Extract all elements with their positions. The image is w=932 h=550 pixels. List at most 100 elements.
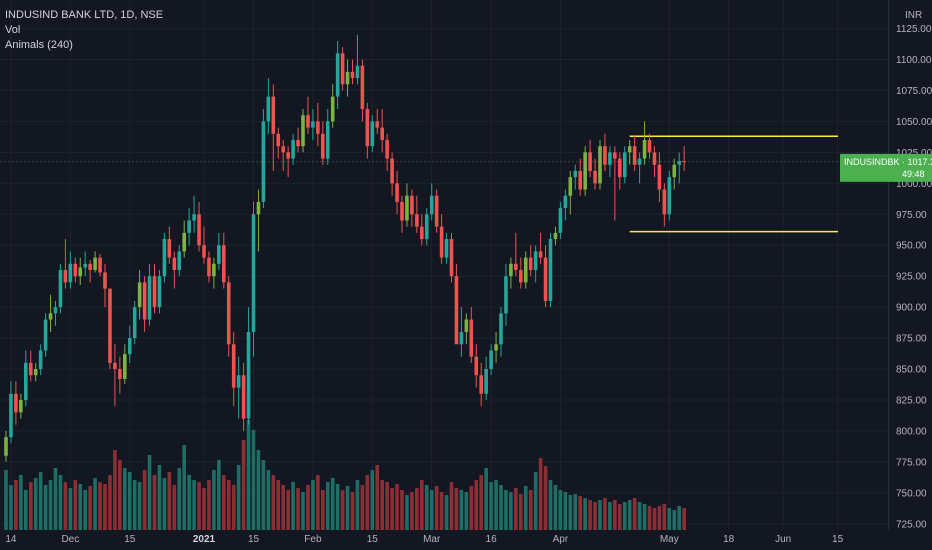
volume-bar [108, 475, 112, 530]
volume-bar [152, 475, 157, 530]
candle-body [459, 331, 464, 345]
price-tick-label: 1000.00 [896, 179, 932, 190]
volume-bars [4, 420, 686, 530]
candle-body [424, 214, 429, 240]
volume-bar [543, 466, 548, 530]
candle-body [469, 319, 474, 357]
symbol-title: INDUSIND BANK LTD, 1D, NSE [5, 9, 164, 21]
candle-body [365, 109, 370, 147]
candle-body [207, 257, 211, 277]
volume-bar [444, 495, 449, 530]
volume-bar [484, 468, 488, 530]
candle-body [142, 282, 147, 320]
price-tick-label: 825.00 [896, 396, 927, 407]
candle-body [454, 276, 459, 345]
time-tick-label: 15 [124, 534, 136, 545]
candle-body [14, 393, 18, 413]
volume-bar [662, 504, 667, 530]
candle-body [132, 307, 137, 339]
volume-bar [449, 482, 454, 530]
candle-body [657, 164, 662, 190]
volume-bar [340, 490, 345, 530]
candle-body [202, 245, 206, 258]
candle-body [464, 319, 469, 332]
volume-bar [568, 495, 573, 530]
volume-bar [43, 485, 48, 530]
candle-body [123, 354, 127, 379]
candle-body [415, 214, 419, 227]
volume-bar [385, 482, 389, 530]
candle-body [568, 177, 573, 196]
volume-bar [192, 480, 196, 530]
volume-bar [68, 488, 73, 530]
candle-body [321, 133, 325, 159]
volume-bar [429, 490, 434, 530]
volume-bar [360, 485, 365, 530]
volume-bar [217, 460, 221, 530]
price-tag-box [840, 153, 932, 182]
volume-bar [514, 488, 518, 530]
candle-body [667, 177, 672, 215]
candle-body [598, 146, 602, 184]
candle-body [543, 257, 548, 301]
candle-body [311, 121, 315, 128]
volume-bar [251, 430, 256, 530]
candle-body [58, 270, 63, 308]
volume-bar [588, 500, 592, 530]
candle-body [152, 276, 157, 308]
volume-bar [316, 475, 320, 530]
candle-body [583, 152, 587, 190]
candle-body [632, 146, 637, 165]
candle-body [251, 214, 256, 332]
time-tick-label: 18 [723, 534, 735, 545]
candle-body [514, 263, 518, 270]
price-tick-label: 725.00 [896, 519, 927, 530]
volume-bar [325, 482, 330, 530]
volume-bar [48, 480, 53, 530]
candle-body [192, 214, 196, 221]
volume-bar [622, 502, 627, 530]
volume-bar [528, 490, 533, 530]
candle-body [479, 375, 483, 394]
candle-body [167, 239, 172, 258]
candle-body [350, 71, 355, 79]
volume-bar [78, 484, 83, 530]
volume-label: Vol [5, 24, 21, 36]
volume-bar [578, 496, 582, 530]
candle-body [301, 115, 305, 147]
volume-bar [33, 478, 38, 530]
volume-bar [123, 468, 127, 530]
price-tick-label: 925.00 [896, 272, 927, 283]
candle-body [306, 115, 310, 128]
candle-body [519, 270, 523, 283]
candle-body [222, 245, 226, 283]
volume-bar [24, 490, 28, 530]
volume-bar [241, 440, 246, 530]
price-tag-label: INDUSINDBK · 1017.35 [844, 157, 932, 167]
volume-bar [390, 488, 394, 530]
time-tick-label: 16 [486, 534, 498, 545]
candle-body [642, 140, 647, 159]
price-tick-label: 1050.00 [896, 117, 932, 128]
candle-body [400, 201, 404, 221]
volume-bar [137, 482, 142, 530]
volume-bar [380, 480, 384, 530]
volume-bar [642, 504, 647, 530]
candle-body [672, 164, 677, 178]
candle-body [212, 263, 216, 277]
candle-body [578, 170, 582, 190]
candle-body [127, 338, 132, 355]
time-tick-label: Mar [423, 534, 441, 545]
candle-body [370, 121, 375, 147]
candle-body [360, 65, 365, 110]
candle-body [538, 251, 543, 258]
volume-bar [553, 485, 558, 530]
candle-body [246, 331, 251, 419]
volume-bar [405, 495, 409, 530]
volume-bar [286, 490, 290, 530]
candle-body [137, 282, 142, 308]
candle-body [325, 121, 330, 159]
volume-bar [132, 480, 137, 530]
candle-body [266, 96, 271, 122]
